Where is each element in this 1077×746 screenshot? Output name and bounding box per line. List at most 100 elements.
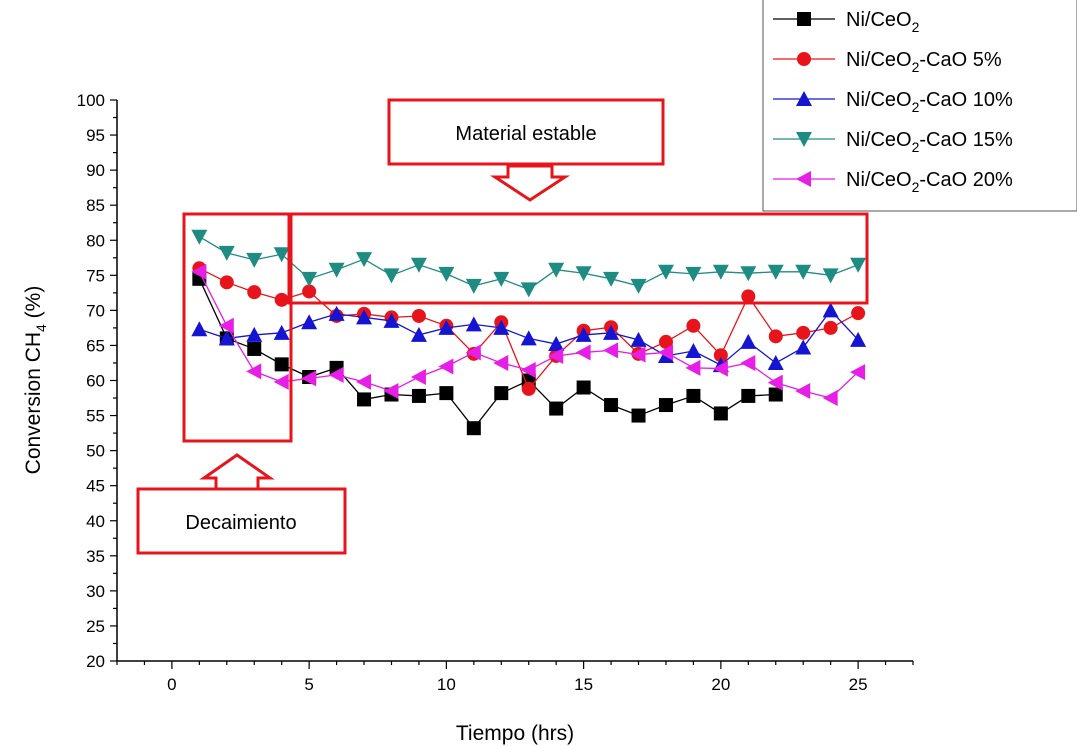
data-point — [411, 308, 426, 323]
data-point — [575, 266, 592, 282]
legend-label: Ni/CeO2-CaO 15% — [846, 129, 1013, 155]
decaimiento-label: Decaimiento — [185, 512, 296, 534]
legend-entry: Ni/CeO2-CaO 20% — [773, 169, 1013, 195]
data-point — [823, 320, 838, 335]
series-line — [199, 236, 859, 291]
data-point — [850, 257, 867, 273]
data-point — [410, 368, 426, 385]
data-point — [603, 342, 619, 359]
y-tick-label: 85 — [86, 196, 105, 215]
y-tick-label: 90 — [86, 161, 105, 180]
data-point — [549, 401, 564, 416]
data-point — [657, 264, 674, 280]
data-point — [247, 341, 262, 356]
y-tick-label: 45 — [86, 477, 105, 496]
data-point — [548, 336, 565, 352]
data-point — [247, 285, 262, 300]
data-point — [520, 361, 536, 378]
data-point — [630, 278, 647, 294]
data-point — [273, 373, 289, 390]
stable-region-box — [287, 212, 869, 305]
y-tick-label: 20 — [86, 652, 105, 671]
up-arrow-icon — [199, 453, 275, 491]
legend-label: Ni/CeO2 — [846, 9, 920, 35]
data-point — [796, 325, 811, 340]
data-point — [740, 333, 757, 349]
data-point — [438, 266, 455, 282]
data-point — [301, 314, 318, 330]
legend-entry: Ni/CeO2-CaO 5% — [773, 49, 1002, 75]
series-2 — [191, 302, 867, 373]
legend-label: Ni/CeO2-CaO 20% — [846, 169, 1013, 195]
y-axis-title-sub: 4 — [33, 324, 49, 332]
data-point — [328, 305, 345, 321]
data-point — [302, 284, 317, 299]
data-point — [658, 334, 673, 349]
y-tick-label: 100 — [77, 91, 105, 110]
y-tick-label: 65 — [86, 336, 105, 355]
data-point — [493, 354, 509, 371]
data-point — [356, 252, 373, 268]
legend-marker — [796, 171, 811, 187]
data-point — [767, 374, 783, 391]
x-tick-label: 25 — [849, 675, 868, 694]
y-tick-label: 35 — [86, 547, 105, 566]
data-point — [795, 383, 811, 400]
data-point — [191, 263, 207, 280]
data-point — [575, 326, 592, 342]
y-tick-label: 40 — [86, 512, 105, 531]
data-point — [520, 282, 537, 298]
data-point — [301, 271, 318, 287]
data-point — [274, 292, 289, 307]
decay-region-box — [182, 212, 293, 443]
data-point — [494, 386, 509, 401]
data-point — [713, 406, 728, 421]
y-axis-title-main: Conversion CH — [22, 332, 45, 474]
decaimiento-box — [136, 487, 347, 555]
legend-frame — [762, 0, 1077, 212]
series-4 — [191, 263, 866, 407]
legend-entry: Ni/CeO2-CaO 10% — [773, 89, 1013, 115]
data-point — [383, 383, 399, 400]
axes: 0 5 10 15 20 25 20 25 30 35 40 45 50 55 60 65 70 75 80 85 90… — [77, 91, 914, 694]
data-point — [520, 330, 537, 346]
data-point — [328, 366, 344, 383]
data-point — [713, 348, 728, 363]
data-point — [741, 388, 756, 403]
data-point — [438, 319, 455, 335]
x-tick-label: 10 — [437, 675, 456, 694]
y-tick-label: 70 — [86, 301, 105, 320]
data-point — [356, 309, 373, 325]
data-point — [410, 326, 427, 342]
data-point — [795, 339, 812, 355]
data-point — [575, 344, 591, 361]
data-point — [219, 275, 234, 290]
y-tick-label: 75 — [86, 266, 105, 285]
y-tick-label: 50 — [86, 442, 105, 461]
data-point — [850, 364, 866, 381]
legend-label: Ni/CeO2-CaO 10% — [846, 89, 1013, 115]
x-tick-label: 5 — [304, 675, 313, 694]
y-tick-label: 60 — [86, 372, 105, 391]
data-point — [658, 398, 673, 413]
legend-marker — [796, 91, 812, 106]
data-point — [548, 262, 565, 278]
data-point — [685, 266, 702, 282]
annotation-material-estable: Material estable — [387, 98, 665, 202]
data-point — [383, 312, 400, 328]
data-point — [685, 359, 701, 376]
legend-entry: Ni/CeO2-CaO 15% — [773, 129, 1013, 155]
data-point — [740, 266, 757, 282]
data-point — [850, 331, 867, 347]
data-point — [768, 329, 783, 344]
data-point — [357, 392, 372, 407]
data-point — [712, 264, 729, 280]
y-tick-label: 30 — [86, 582, 105, 601]
y-tick-label: 95 — [86, 126, 105, 145]
data-point — [218, 330, 235, 346]
data-point — [356, 373, 372, 390]
data-point — [631, 408, 646, 423]
legend: Ni/CeO2 Ni/CeO2-CaO 5% Ni/CeO2-CaO 10% Ni/C… — [762, 0, 1077, 212]
data-point — [741, 289, 756, 304]
x-axis-title: Tiempo (hrs) — [456, 722, 574, 745]
